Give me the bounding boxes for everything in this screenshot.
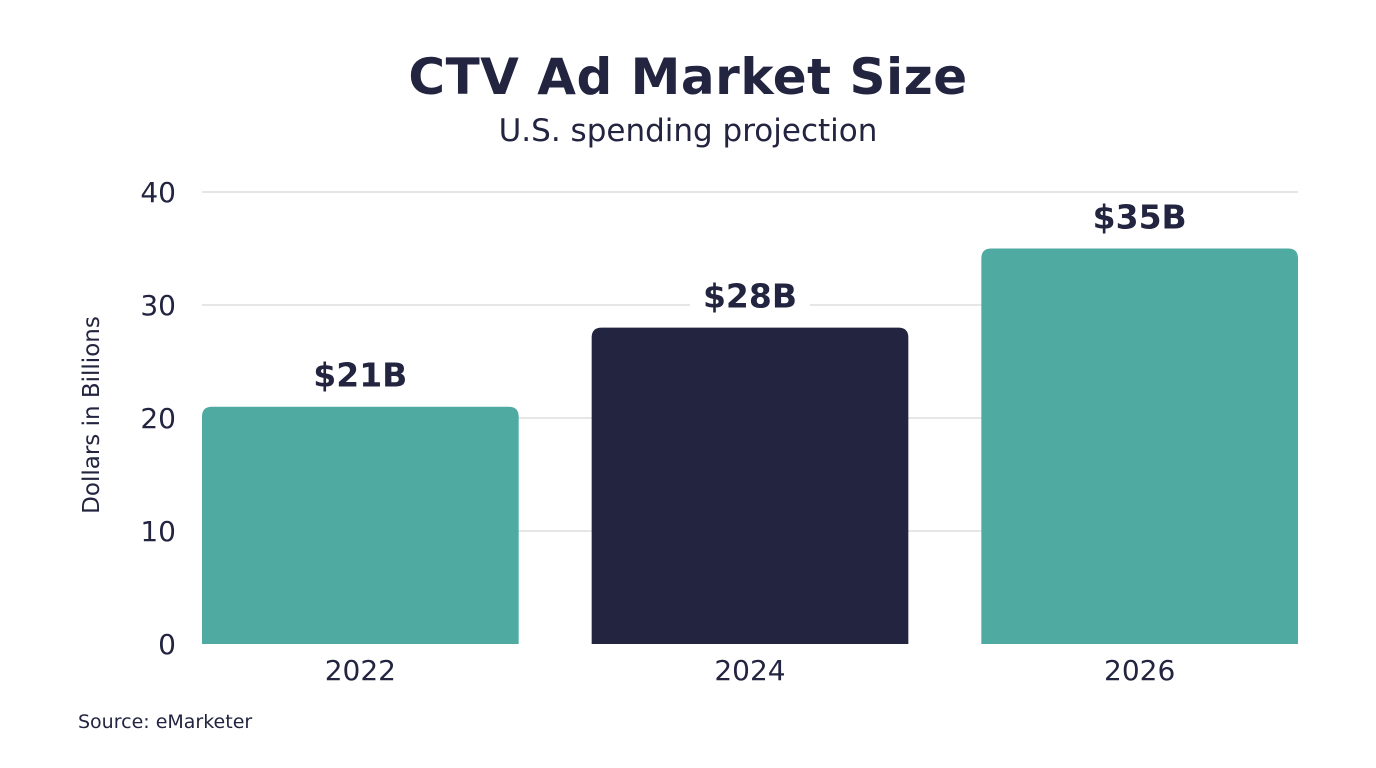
data-label: $35B xyxy=(1093,198,1187,237)
bar-2026 xyxy=(981,248,1298,644)
y-tick-label: 0 xyxy=(158,628,176,661)
bar-2022 xyxy=(202,406,519,644)
x-tick-label: 2024 xyxy=(714,654,785,687)
bar-2024 xyxy=(591,327,909,644)
y-tick-label: 40 xyxy=(140,176,176,209)
data-label-background xyxy=(1079,196,1200,237)
y-tick-label: 10 xyxy=(140,515,176,548)
y-tick-label: 20 xyxy=(140,402,176,435)
data-label-background xyxy=(300,354,421,395)
data-label: $28B xyxy=(703,277,797,316)
chart-title: CTV Ad Market Size xyxy=(408,48,968,106)
y-tick-label: 30 xyxy=(140,289,176,322)
data-label-background xyxy=(690,275,810,316)
chart-subtitle: U.S. spending projection xyxy=(498,113,878,149)
source-note: Source: eMarketer xyxy=(78,711,253,733)
x-tick-label: 2022 xyxy=(325,654,396,687)
data-label: $21B xyxy=(313,356,407,395)
x-tick-label: 2026 xyxy=(1104,654,1175,687)
